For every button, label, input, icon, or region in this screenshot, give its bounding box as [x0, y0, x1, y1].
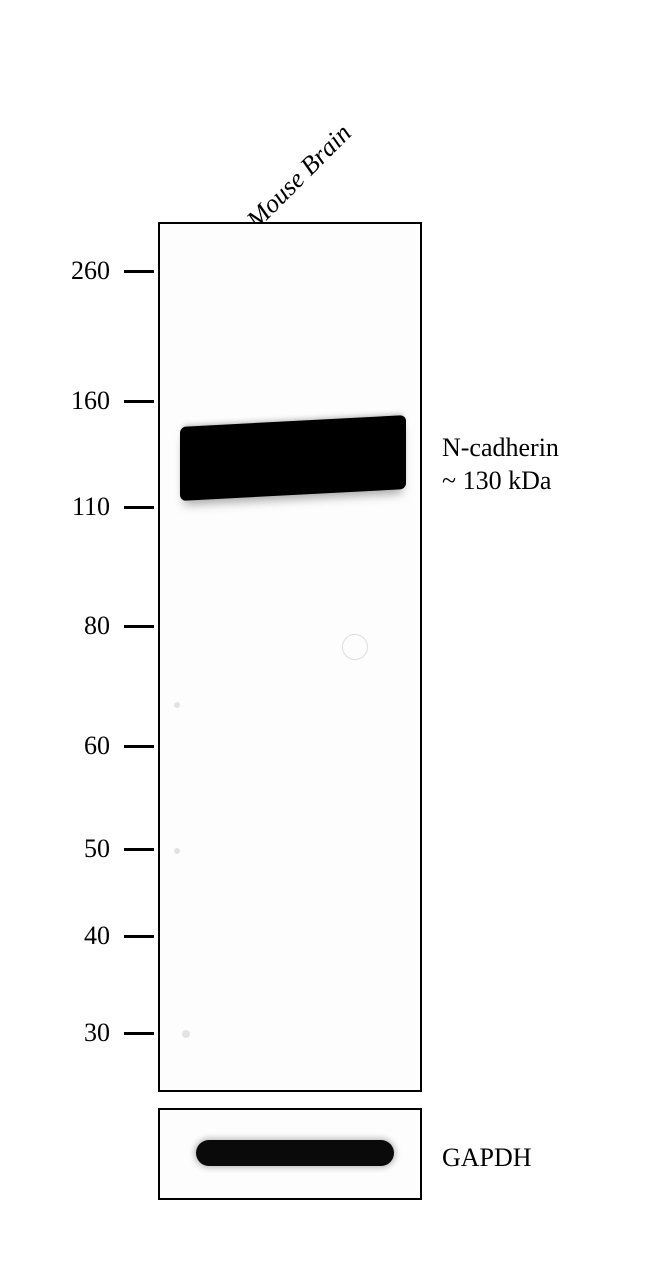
mw-tick — [124, 625, 154, 628]
mw-tick — [124, 935, 154, 938]
target-name: GAPDH — [442, 1142, 532, 1175]
mw-tick — [124, 270, 154, 273]
mw-tick — [124, 506, 154, 509]
mw-value: 80 — [84, 611, 110, 640]
mw-value: 160 — [71, 386, 110, 415]
mw-tick — [124, 848, 154, 851]
lane-label-mouse-brain: Mouse Brain — [241, 118, 358, 235]
mw-tick — [124, 745, 154, 748]
mw-value: 60 — [84, 731, 110, 760]
mw-value: 50 — [84, 834, 110, 863]
band-gapdh — [196, 1140, 394, 1166]
target-label-n-cadherin: N-cadherin ~ 130 kDa — [442, 432, 559, 497]
control-blot-panel — [158, 1108, 422, 1200]
mw-value: 110 — [72, 492, 110, 521]
mw-value: 30 — [84, 1018, 110, 1047]
artifact-speck — [174, 702, 180, 708]
band-n-cadherin — [180, 415, 406, 501]
artifact-speck — [342, 634, 368, 660]
artifact-speck — [174, 848, 180, 854]
main-blot-panel — [158, 222, 422, 1092]
mw-value: 40 — [84, 921, 110, 950]
mw-value: 260 — [71, 256, 110, 285]
western-blot-figure: Mouse Brain 260 160 110 80 60 50 40 — [0, 0, 650, 1278]
mw-tick — [124, 1032, 154, 1035]
target-name: N-cadherin — [442, 432, 559, 465]
target-kda: ~ 130 kDa — [442, 465, 559, 498]
target-label-gapdh: GAPDH — [442, 1142, 532, 1175]
mw-tick — [124, 400, 154, 403]
artifact-speck — [182, 1030, 190, 1038]
lane-label-text: Mouse Brain — [241, 118, 357, 234]
